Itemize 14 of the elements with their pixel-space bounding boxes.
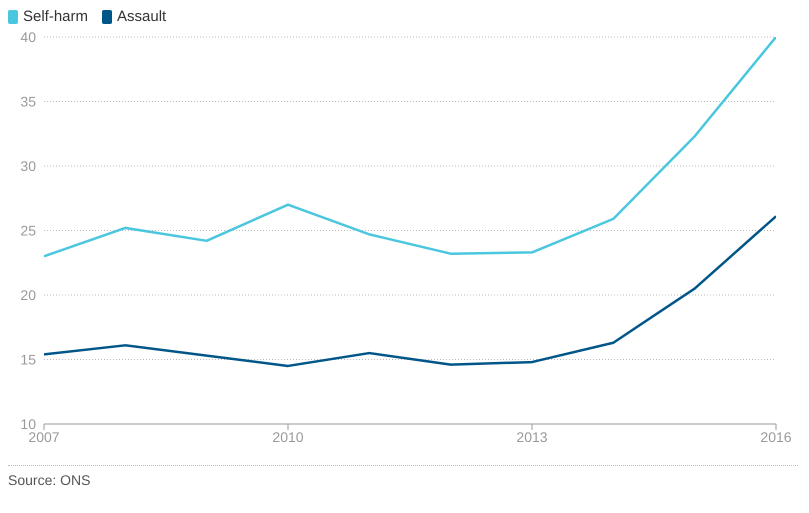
source-note: Source: ONS [8,465,798,488]
x-tick-label: 2013 [516,428,548,445]
y-tick-label: 30 [20,158,36,174]
y-tick-label: 20 [20,286,36,303]
legend-label: Self-harm [22,8,88,25]
y-tick-label: 35 [20,93,36,110]
y-tick-label: 15 [20,351,36,368]
y-tick-label: 40 [20,28,36,45]
legend-label: Assault [116,8,166,25]
y-tick-label: 25 [20,222,36,238]
x-tick-label: 2010 [272,428,304,445]
line-series [44,37,776,258]
line-series [44,215,776,368]
x-tick-label: 2016 [760,428,792,445]
